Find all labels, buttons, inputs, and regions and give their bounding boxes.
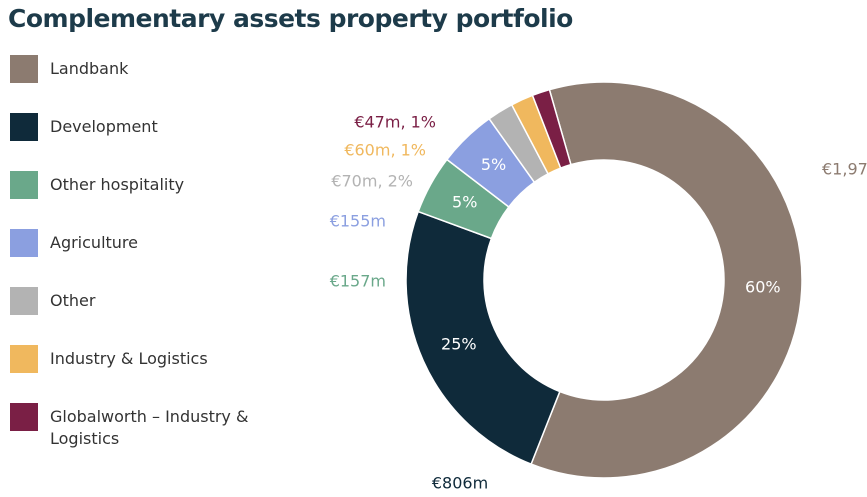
donut-slice [530,81,803,479]
legend-swatch [10,229,38,257]
legend-label: Globalworth – Industry & Logistics [50,407,249,448]
value-label: €70m, 2% [331,172,413,191]
legend-item: Industry & Logistics [10,345,290,373]
percent-label: 5% [481,155,506,174]
legend-swatch [10,113,38,141]
donut-slice [531,88,572,170]
value-label: €47m, 1% [354,113,436,132]
legend-item: Landbank [10,55,290,83]
value-label: €60m, 1% [344,141,426,160]
legend-item: Development [10,113,290,141]
legend-label: Other hospitality [50,175,185,194]
percent-label: 5% [452,193,477,212]
percent-label: 25% [441,334,477,353]
legend-item: Other hospitality [10,171,290,199]
percent-label: 60% [745,277,781,296]
legend-swatch [10,55,38,83]
value-label: €1,979m [822,160,867,179]
legend-label: Development [50,117,158,136]
legend-item: Other [10,287,290,315]
legend-item: Globalworth – Industry & Logistics [10,403,290,450]
value-label: €157m [330,272,386,291]
legend-label: Industry & Logistics [50,349,208,368]
legend-item: Agriculture [10,229,290,257]
donut-slice [405,210,561,466]
legend-swatch [10,403,38,431]
legend-label: Other [50,291,96,310]
legend-label: Agriculture [50,233,138,252]
legend-swatch [10,345,38,373]
legend-label: Landbank [50,59,129,78]
value-label: €806m [432,474,488,493]
value-label: €155m [330,212,386,231]
legend-swatch [10,171,38,199]
legend-swatch [10,287,38,315]
chart-title: Complementary assets property portfolio [8,4,573,33]
